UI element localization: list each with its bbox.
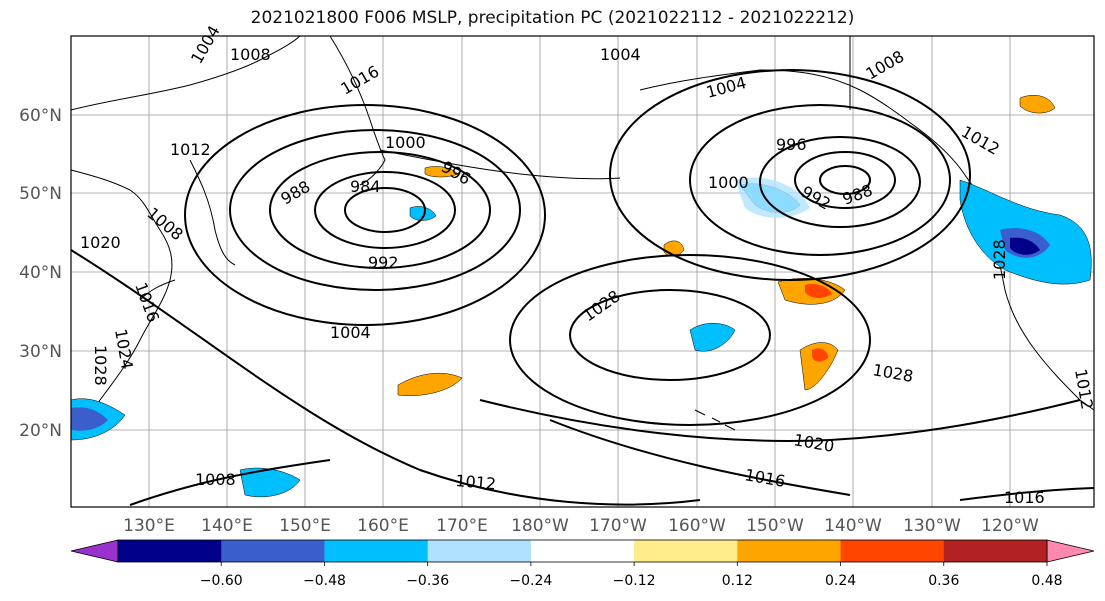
- precip-blob-central: [689, 323, 736, 352]
- longitude-label: 170°W: [589, 516, 647, 536]
- colorbar-outline: [117, 539, 1048, 563]
- colorbar-segment: [221, 540, 325, 562]
- graticule: [71, 36, 1094, 507]
- precip-blob-sw-core: [71, 407, 108, 431]
- isobar-low-west-1: [344, 187, 426, 233]
- longitude-label: 150°E: [279, 516, 331, 536]
- isobar-label: 992: [368, 253, 399, 272]
- isobar-1016: [549, 419, 851, 496]
- longitude-label: 160°E: [357, 516, 409, 536]
- latitude-label: 40°N: [19, 263, 62, 283]
- precip-blob-sw2: [239, 467, 301, 498]
- isobar-low-west-2: [314, 171, 456, 249]
- isobar-low-west-4: [229, 129, 521, 291]
- isobar-label: 1020: [80, 233, 121, 252]
- longitude-label: 150°W: [746, 516, 804, 536]
- precip-blob-westcoast-max: [1010, 237, 1040, 255]
- longitude-label: 180°W: [511, 516, 569, 536]
- map-frame: [70, 35, 1095, 508]
- colorbar-tick-label: 0.36: [928, 573, 959, 589]
- isobar-label: 1004: [330, 323, 371, 342]
- isobar-low-east-4: [689, 104, 951, 256]
- longitude-label: 170°E: [436, 516, 488, 536]
- coastline-aleutians: [379, 149, 621, 180]
- colorbar-tick-label: −0.48: [303, 573, 346, 589]
- isobar-low-east-1: [819, 165, 871, 195]
- isobars: [70, 69, 1095, 506]
- isobar-label: 1000: [708, 173, 749, 192]
- colorbar-segment: [737, 540, 842, 562]
- colorbar-tick-label: 0.24: [825, 573, 856, 589]
- precip-blob-orange2: [799, 342, 839, 391]
- isobar-label: 1004: [600, 45, 641, 64]
- isobar-1020: [479, 399, 1081, 442]
- colorbar-tick-label: 0.12: [722, 573, 753, 589]
- isobar-high-2: [509, 254, 871, 426]
- longitude-label: 130°W: [903, 516, 961, 536]
- isobar-label: 1028: [990, 239, 1009, 280]
- precip-blob-red2: [812, 348, 828, 362]
- isobar-low-east-5: [609, 69, 971, 281]
- latitude-label: 50°N: [19, 184, 62, 204]
- colorbar: [70, 539, 1095, 563]
- colorbar-extend-low: [70, 539, 119, 563]
- isobar-label: 1028: [91, 345, 110, 386]
- isobar-1016-b: [959, 487, 1095, 501]
- longitude-label: 120°W: [981, 516, 1039, 536]
- isobar-low-east-2: [794, 151, 896, 209]
- precip-blob-orange6: [1019, 95, 1056, 114]
- colorbar-extend-high: [1046, 539, 1095, 563]
- colorbar-tick-label: −0.60: [200, 573, 243, 589]
- colorbar-segment: [530, 540, 635, 562]
- longitude-label: 140°W: [824, 516, 882, 536]
- longitude-label: 130°E: [123, 516, 175, 536]
- precipitation-shading: [70, 95, 1092, 498]
- longitude-labels: 130°E 140°E 150°E 160°E 170°E 180°W 170°W 160°W…: [123, 516, 1039, 536]
- latitude-labels: 60°N 50°N 40°N 30°N 20°N: [19, 106, 62, 441]
- colorbar-segment: [943, 540, 1048, 562]
- coastline-asia: [70, 35, 301, 441]
- isobar-label: 1008: [195, 470, 236, 489]
- precip-blob-blue-w: [409, 206, 437, 221]
- isobar-1008: [129, 459, 331, 506]
- colorbar-segment: [118, 540, 222, 562]
- colorbar-tick-labels: −0.60 −0.48 −0.36 −0.24 −0.12 0.12 0.24 0.36 0.4…: [200, 562, 1063, 589]
- colorbar-segment: [427, 540, 532, 562]
- colorbar-segment: [324, 540, 429, 562]
- coastline-hawaii: [694, 409, 736, 431]
- latitude-label: 30°N: [19, 342, 62, 362]
- isobar-low-east-3: [759, 136, 921, 228]
- isobar-label: 1012: [170, 140, 211, 159]
- precip-blob-alaska-light: [735, 177, 810, 218]
- longitude-label: 160°W: [668, 516, 726, 536]
- latitude-label: 60°N: [19, 106, 62, 126]
- longitude-label: 140°E: [201, 516, 253, 536]
- isobar-label: 1012: [455, 471, 497, 493]
- colorbar-segment: [634, 540, 738, 562]
- isobar-label: 1000: [385, 133, 426, 152]
- isobar-1012: [70, 249, 701, 506]
- isobar-label: 984: [350, 177, 381, 196]
- latitude-label: 20°N: [19, 421, 62, 441]
- precip-blob-orange3: [397, 372, 463, 396]
- colorbar-tick-label: −0.12: [613, 573, 656, 589]
- precip-blob-orange5: [424, 166, 459, 178]
- coastline-alaska: [639, 69, 991, 216]
- isobar-label: 1016: [1004, 488, 1045, 507]
- colorbar-tick-label: −0.24: [509, 573, 552, 589]
- isobar-high-1: [569, 289, 771, 381]
- isobar-low-west-5: [184, 104, 546, 326]
- colorbar-tick-label: 0.48: [1031, 573, 1062, 589]
- colorbar-tick-label: −0.36: [406, 573, 449, 589]
- map-title: 2021021800 F006 MSLP, precipitation PC (…: [250, 8, 855, 28]
- precip-blob-red1: [805, 284, 832, 298]
- colorbar-segment: [840, 540, 945, 562]
- isobar-label: 1008: [230, 45, 271, 64]
- isobar-label: 996: [776, 135, 807, 154]
- isobar-low-west-3: [269, 151, 491, 269]
